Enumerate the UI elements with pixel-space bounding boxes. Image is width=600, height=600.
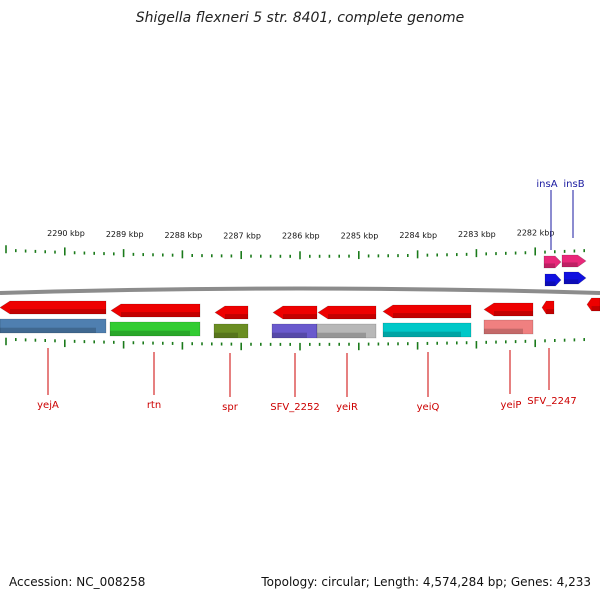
block-yejA — [0, 318, 107, 334]
gene-SFV_2252 — [272, 305, 318, 320]
block-SFV_2252-shade — [272, 332, 307, 338]
accession-text: Accession: NC_008258 — [9, 575, 146, 589]
scale-label: 2288 kbp — [165, 231, 203, 240]
gene-SFV_2247 — [541, 300, 555, 315]
scale-label: 2283 kbp — [458, 230, 496, 239]
gene-label: yeiQ — [417, 402, 440, 413]
scale-label: 2286 kbp — [282, 231, 320, 240]
gene-labels: yejA rtn spr SFV_2252 yeiR yeiQ yeiP SFV_2247 in… — [37, 179, 585, 413]
gene-features — [0, 254, 600, 339]
gene-insB — [563, 271, 587, 285]
gene-label: yejA — [37, 400, 59, 411]
gene-rtn — [110, 303, 201, 318]
label-connectors — [47, 190, 574, 397]
block-yeiQ — [382, 322, 472, 338]
gene-insB-block — [561, 254, 587, 268]
block-yeiQ-shade — [383, 331, 461, 337]
gene-partial-right-shade — [591, 306, 600, 311]
gene-yeiQ-shade — [393, 313, 471, 318]
gene-spr — [214, 305, 249, 320]
block-spr-shade — [214, 332, 238, 338]
gene-yeiQ — [382, 304, 472, 319]
scale-label: 2290 kbp — [47, 229, 85, 238]
gene-yeiP — [483, 302, 534, 317]
gene-partial-right — [586, 297, 600, 312]
scale-label: 2284 kbp — [399, 231, 437, 240]
gene-yeiR-shade — [328, 314, 376, 319]
gene-insA — [544, 273, 562, 287]
gene-label: yeiR — [336, 402, 358, 413]
gene-label: insB — [563, 179, 584, 190]
scale-ticks-bottom — [5, 337, 586, 351]
gene-label: rtn — [147, 400, 161, 411]
block-rtn-shade — [110, 330, 190, 336]
scale-label: 2285 kbp — [341, 231, 379, 240]
gene-label: yeiP — [501, 400, 522, 411]
gene-insA-block-shade — [544, 263, 556, 268]
genome-title: Shigella flexneri 5 str. 8401, complete … — [135, 10, 465, 26]
block-yeiP — [483, 319, 534, 335]
scale-label: 2287 kbp — [223, 231, 261, 240]
gene-yeiR — [317, 305, 377, 320]
gene-insB-block-shade — [562, 262, 578, 267]
gene-yeiP-shade — [494, 311, 533, 316]
block-yejA-shade — [0, 327, 96, 333]
block-yeiP-shade — [484, 328, 523, 334]
block-spr — [213, 323, 249, 339]
gene-label: SFV_2247 — [527, 396, 576, 407]
block-rtn — [109, 321, 201, 337]
scale-ticks-top — [5, 245, 586, 260]
gene-label: insA — [536, 179, 557, 190]
gene-label: spr — [222, 402, 239, 413]
block-yeiR-shade — [317, 332, 366, 338]
gene-label: SFV_2252 — [270, 402, 319, 413]
gene-insB-shade — [564, 279, 579, 284]
gene-SFV_2247-shade — [546, 309, 554, 314]
scale-label: 2289 kbp — [106, 230, 144, 239]
gene-yejA-shade — [10, 309, 106, 314]
scale-labels: 2290 kbp 2289 kbp 2288 kbp 2287 kbp 2286 kbp… — [47, 229, 554, 241]
gene-spr-shade — [225, 314, 248, 319]
gene-insA-shade — [545, 281, 556, 286]
gene-yejA — [0, 300, 107, 315]
gene-rtn-shade — [121, 312, 200, 317]
block-yeiR — [316, 323, 377, 339]
genome-summary-text: Topology: circular; Length: 4,574,284 bp… — [261, 575, 591, 589]
scale-label: 2282 kbp — [517, 229, 555, 238]
gene-SFV_2252-shade — [283, 314, 317, 319]
gene-insA-block — [543, 255, 562, 269]
genome-backbone — [0, 286, 600, 295]
